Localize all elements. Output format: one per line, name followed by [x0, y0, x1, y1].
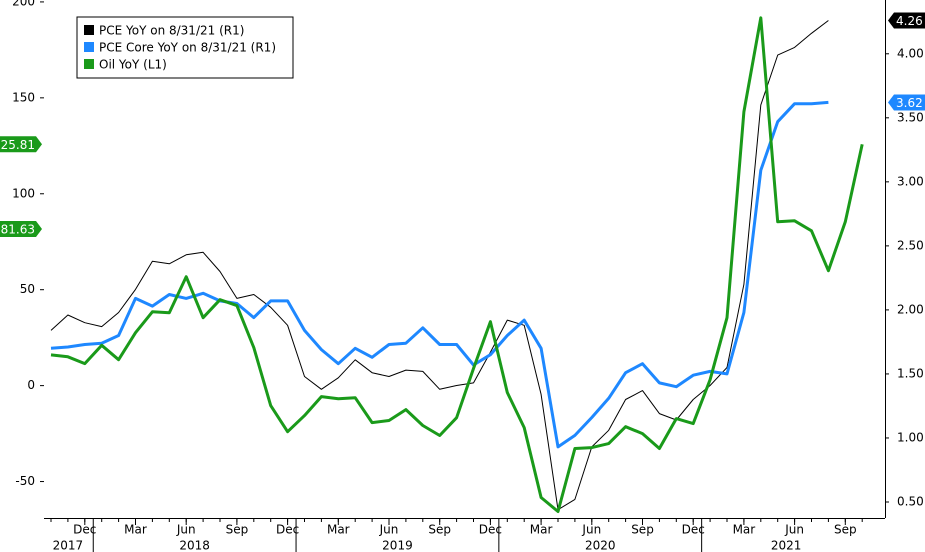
y2-tick-label: 4.00	[897, 46, 924, 60]
y2-tick-label: 2.50	[897, 238, 924, 252]
x-tick-label: Jun	[784, 523, 804, 537]
series-line	[50, 100, 829, 449]
value-tag	[888, 12, 925, 29]
value-tag	[888, 94, 925, 111]
value-tag-label: 125.81	[0, 138, 35, 152]
value-tag-label: 81.63	[1, 223, 35, 237]
y2-tick-label: 0.50	[897, 494, 924, 508]
x-tick-label: Sep	[428, 523, 451, 537]
x-tick-label: Mar	[733, 523, 756, 537]
x-tick-label: Jun	[176, 523, 196, 537]
x-tick-label: Jun	[581, 523, 601, 537]
value-tag-label: 3.62	[896, 96, 923, 110]
x-tick-label: Dec	[682, 523, 705, 537]
legend-box	[76, 16, 294, 79]
y-tick-label: 100	[12, 186, 35, 200]
y-tick-label: -50	[15, 474, 35, 488]
y-tick-label: 200	[12, 0, 35, 8]
y-tick-label: 50	[20, 282, 35, 296]
y2-tick-label: 3.00	[897, 174, 924, 188]
x-tick-label: Mar	[124, 523, 147, 537]
y2-tick-label: 3.50	[897, 110, 924, 124]
legend-swatch	[84, 25, 94, 35]
legend-label: PCE Core YoY on 8/31/21 (R1)	[99, 41, 276, 55]
year-label: 2019	[382, 539, 413, 552]
value-tag	[0, 136, 42, 153]
series-line	[50, 20, 829, 511]
legend-label: Oil YoY (L1)	[99, 58, 167, 72]
legend-swatch	[84, 42, 94, 52]
legend-label: PCE YoY on 8/31/21 (R1)	[99, 24, 244, 38]
x-tick-label: Dec	[276, 523, 299, 537]
x-tick-label: Dec	[479, 523, 502, 537]
x-tick-label: Sep	[631, 523, 654, 537]
legend-swatch	[84, 59, 94, 69]
series-line	[50, 16, 864, 513]
y2-tick-label: 1.50	[897, 366, 924, 380]
x-tick-label: Mar	[530, 523, 553, 537]
value-tag	[0, 221, 42, 238]
year-label: 2020	[585, 539, 616, 552]
year-label: 2021	[771, 539, 802, 552]
x-tick-label: Mar	[327, 523, 350, 537]
year-label: 2017	[53, 539, 84, 552]
y2-tick-label: 2.00	[897, 302, 924, 316]
x-tick-label: Sep	[834, 523, 857, 537]
x-tick-label: Jun	[379, 523, 399, 537]
year-label: 2018	[179, 539, 210, 552]
y2-tick-label: 1.00	[897, 430, 924, 444]
x-tick-label: Dec	[73, 523, 96, 537]
y-tick-label: 150	[12, 90, 35, 104]
value-tag-label: 4.26	[896, 14, 923, 28]
x-tick-label: Sep	[226, 523, 249, 537]
y-tick-label: 0	[27, 378, 35, 392]
